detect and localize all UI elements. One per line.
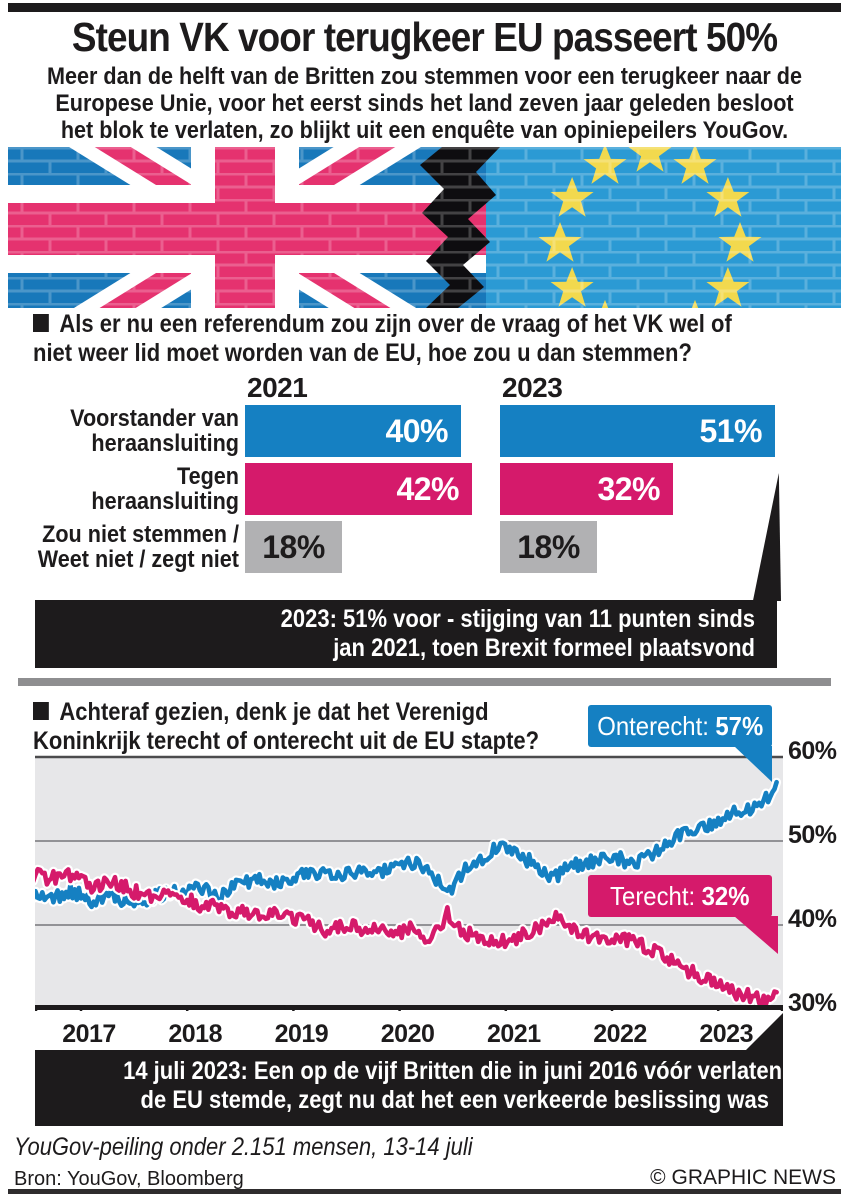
y-axis-label: 40% bbox=[788, 905, 837, 933]
bar-row-label: Voorstander van heraansluiting bbox=[70, 405, 239, 457]
question-2: Achteraf gezien, denk je dat het Verenig… bbox=[33, 698, 539, 756]
survey-bar-value: 18% bbox=[262, 528, 325, 565]
page-subtitle: Meer dan de helft van de Britten zou ste… bbox=[42, 63, 806, 144]
terecht-badge: Terecht: 32% bbox=[588, 875, 772, 917]
badge-value: 32% bbox=[701, 880, 750, 911]
page-title: Steun VK voor terugkeer EU passeert 50% bbox=[71, 14, 778, 60]
x-axis-label: 2017 bbox=[62, 1020, 116, 1048]
badge-label: Onterecht: bbox=[596, 710, 709, 741]
x-axis-label: 2018 bbox=[168, 1020, 222, 1048]
survey-bar-chart: 2021 2023 Voorstander van heraansluiting 4… bbox=[0, 372, 849, 578]
survey-bar: 18% bbox=[500, 521, 597, 573]
question-line: Achteraf gezien, denk je dat het Verenig… bbox=[33, 698, 539, 727]
flags-photo-graphic bbox=[8, 132, 841, 352]
column-header-2021: 2021 bbox=[247, 372, 308, 403]
x-axis-label: 2023 bbox=[699, 1020, 753, 1048]
survey-bar-value: 40% bbox=[385, 412, 448, 449]
series-line-terecht bbox=[35, 866, 779, 1009]
callout-line: jan 2021, toen Brexit formeel plaatsvond bbox=[333, 634, 755, 662]
survey-bar-value: 42% bbox=[396, 470, 459, 507]
survey-bar: 42% bbox=[245, 463, 472, 515]
question-line: Als er nu een referendum zou zijn over d… bbox=[33, 310, 732, 339]
callout-2: 14 juli 2023: Een op de vijf Britten die… bbox=[35, 1050, 827, 1126]
badge-label: Terecht: bbox=[610, 880, 696, 911]
flags-photo bbox=[8, 132, 841, 352]
section-bullet-icon bbox=[33, 314, 49, 332]
graphic-news-credit: © GRAPHIC NEWS bbox=[650, 1166, 836, 1189]
section-bullet-icon bbox=[33, 702, 49, 720]
subtitle-line: Meer dan de helft van de Britten zou ste… bbox=[46, 63, 802, 90]
question-line: Koninkrijk terecht of onterecht uit de E… bbox=[33, 727, 540, 755]
bar-row-label: Tegen heraansluiting bbox=[91, 463, 239, 515]
y-axis-label: 50% bbox=[788, 821, 837, 849]
column-header-2023: 2023 bbox=[502, 372, 563, 403]
x-axis-label: 2022 bbox=[593, 1020, 647, 1048]
badge-value: 57% bbox=[715, 710, 764, 741]
y-axis-label: 30% bbox=[788, 989, 837, 1017]
survey-bar: 18% bbox=[245, 521, 342, 573]
plot-series bbox=[35, 777, 782, 1011]
x-axis-label: 2021 bbox=[486, 1020, 541, 1048]
x-axis-label: 2020 bbox=[380, 1020, 435, 1048]
question-line: niet weer lid moet worden van de EU, hoe… bbox=[33, 339, 692, 367]
survey-bar-value: 18% bbox=[517, 528, 580, 565]
brick-texture bbox=[8, 147, 841, 308]
subtitle-line: het blok te verlaten, zo blijkt uit een … bbox=[60, 117, 789, 144]
x-axis-ticks bbox=[35, 1009, 783, 1011]
x-axis-line bbox=[35, 1005, 783, 1010]
survey-bar: 32% bbox=[500, 463, 673, 515]
survey-bar-value: 51% bbox=[699, 412, 762, 449]
survey-bar: 40% bbox=[245, 405, 461, 457]
y-axis-label: 60% bbox=[788, 737, 837, 765]
question-1: Als er nu een referendum zou zijn over d… bbox=[33, 310, 732, 368]
callout-line: 14 juli 2023: Een op de vijf Britten die… bbox=[123, 1057, 827, 1085]
subtitle-line: Europese Unie, voor het eerst sinds het … bbox=[55, 90, 794, 117]
top-rule bbox=[8, 3, 841, 12]
source-credit: Bron: YouGov, Bloomberg bbox=[14, 1168, 244, 1190]
survey-note: YouGov-peiling onder 2.151 mensen, 13-14… bbox=[14, 1133, 473, 1161]
bottom-rule bbox=[8, 1189, 841, 1194]
callout-1: 2023: 51% voor - stijging van 11 punten … bbox=[35, 600, 777, 668]
section-divider bbox=[18, 678, 831, 686]
x-axis-label: 2019 bbox=[274, 1020, 329, 1048]
survey-bar: 51% bbox=[500, 405, 775, 457]
callout-line: 2023: 51% voor - stijging van 11 punten … bbox=[280, 605, 755, 633]
bar-row-label: Zou niet stemmen / Weet niet / zegt niet bbox=[37, 521, 240, 573]
survey-bar-value: 32% bbox=[597, 470, 660, 507]
onterecht-badge: Onterecht: 57% bbox=[588, 705, 772, 747]
callout-line: de EU stemde, zegt nu dat het een verkee… bbox=[140, 1086, 769, 1114]
